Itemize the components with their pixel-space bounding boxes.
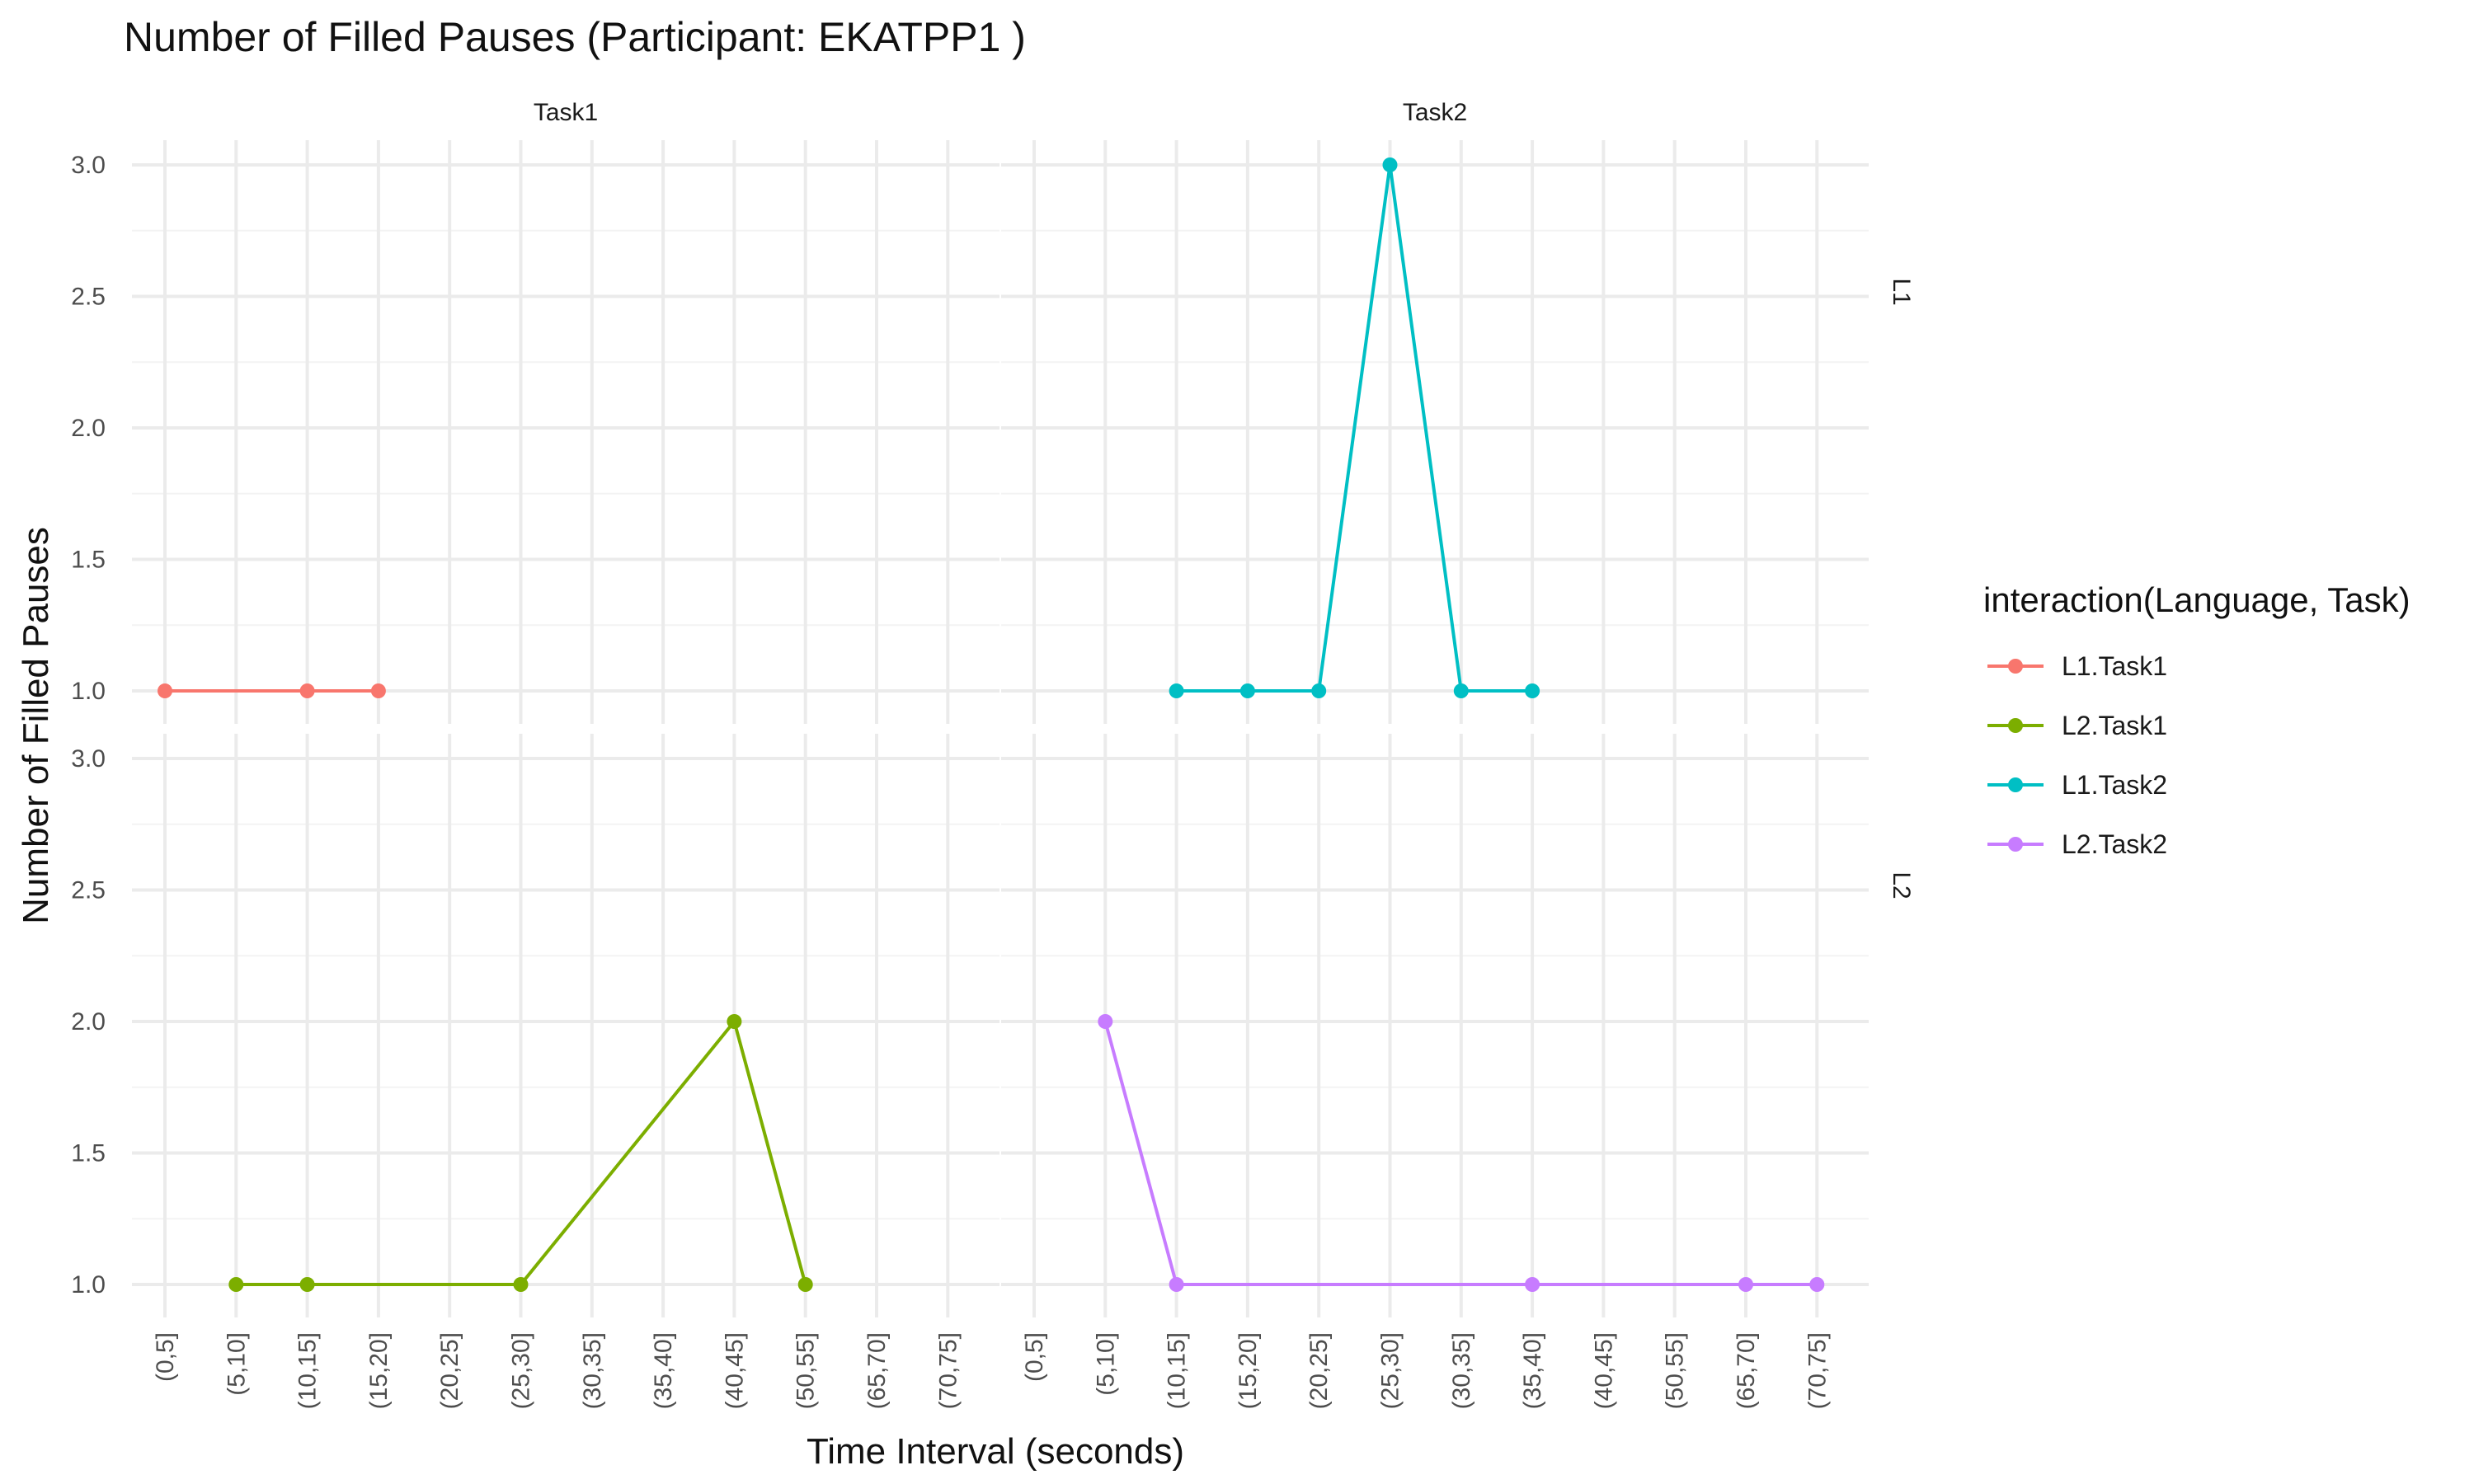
y-tick-label: 1.0 — [71, 678, 106, 705]
data-point-L1.Task1 — [158, 683, 172, 698]
x-tick-label: (10,15] — [1164, 1332, 1191, 1409]
data-point-L2.Task1 — [299, 1277, 315, 1292]
data-point-L2.Task2 — [1738, 1277, 1753, 1292]
facet-row-label: L2 — [1888, 871, 1915, 899]
data-point-L2.Task2 — [1169, 1277, 1184, 1292]
legend-key-point — [2008, 777, 2023, 792]
legend-title: interaction(Language, Task) — [1983, 580, 2411, 619]
data-point-L1.Task2 — [1453, 683, 1469, 698]
data-point-L1.Task2 — [1382, 157, 1398, 172]
x-tick-label: (30,35] — [579, 1332, 606, 1409]
legend-label: L1.Task2 — [2062, 770, 2167, 800]
x-tick-label: (20,25] — [1305, 1332, 1333, 1409]
x-tick-label: (70,75] — [1804, 1332, 1831, 1409]
y-tick-label: 2.0 — [71, 415, 106, 442]
chart-title: Number of Filled Pauses (Participant: EK… — [124, 14, 1026, 60]
y-tick-label: 2.5 — [71, 284, 106, 311]
y-tick-label: 2.5 — [71, 877, 106, 904]
data-point-L1.Task2 — [1525, 683, 1540, 698]
x-tick-label: (20,25] — [436, 1332, 463, 1409]
facet-col-label: Task2 — [1403, 99, 1467, 126]
legend-label: L2.Task1 — [2062, 711, 2167, 740]
y-tick-label: 1.0 — [71, 1271, 106, 1298]
y-axis-title: Number of Filled Pauses — [16, 527, 56, 924]
x-tick-label: (15,20] — [365, 1332, 393, 1409]
y-tick-label: 2.0 — [71, 1008, 106, 1036]
data-point-L1.Task2 — [1311, 683, 1327, 698]
x-tick-label: (10,15] — [294, 1332, 322, 1409]
x-tick-label: (5,10] — [223, 1332, 250, 1396]
y-tick-label: 1.5 — [71, 547, 106, 574]
data-point-L2.Task2 — [1809, 1277, 1825, 1292]
data-point-L1.Task1 — [299, 683, 315, 698]
x-tick-label: (15,20] — [1235, 1332, 1262, 1409]
data-point-L1.Task2 — [1239, 683, 1255, 698]
legend-key-point — [2008, 659, 2023, 674]
x-tick-label: (65,70] — [1733, 1332, 1760, 1409]
data-point-L1.Task1 — [370, 683, 386, 698]
series-line-L1.Task2 — [1176, 163, 1533, 693]
x-tick-label: (30,35] — [1448, 1332, 1475, 1409]
data-point-L2.Task1 — [797, 1277, 813, 1292]
data-point-L2.Task1 — [513, 1277, 529, 1292]
x-tick-label: (35,40] — [650, 1332, 677, 1409]
x-tick-label: (35,40] — [1519, 1332, 1546, 1409]
x-tick-label: (25,30] — [508, 1332, 535, 1409]
x-tick-label: (40,45] — [1590, 1332, 1617, 1409]
x-tick-label: (40,45] — [721, 1332, 748, 1409]
y-tick-label: 3.0 — [71, 152, 106, 179]
legend-key-point — [2008, 837, 2023, 852]
x-tick-label: (25,30] — [1377, 1332, 1404, 1409]
x-tick-label: (50,55] — [1662, 1332, 1689, 1409]
legend-key-point — [2008, 718, 2023, 733]
legend-label: L2.Task2 — [2062, 829, 2167, 859]
x-tick-label: (0,5] — [152, 1332, 179, 1382]
facet-col-label: Task1 — [534, 99, 598, 126]
data-point-L1.Task2 — [1169, 683, 1184, 698]
data-point-L2.Task1 — [727, 1014, 742, 1029]
x-axis-title: Time Interval (seconds) — [807, 1431, 1184, 1472]
y-tick-label: 3.0 — [71, 745, 106, 773]
x-tick-label: (65,70] — [863, 1332, 891, 1409]
x-tick-label: (0,5] — [1021, 1332, 1048, 1382]
legend-label: L1.Task1 — [2062, 651, 2167, 681]
y-tick-label: 1.5 — [71, 1140, 106, 1167]
data-point-L2.Task2 — [1098, 1014, 1113, 1029]
x-tick-label: (5,10] — [1092, 1332, 1119, 1396]
facet-row-label: L1 — [1888, 278, 1915, 305]
data-point-L2.Task2 — [1525, 1277, 1540, 1292]
data-point-L2.Task1 — [228, 1277, 244, 1292]
x-tick-label: (50,55] — [793, 1332, 820, 1409]
x-tick-label: (70,75] — [934, 1332, 962, 1409]
